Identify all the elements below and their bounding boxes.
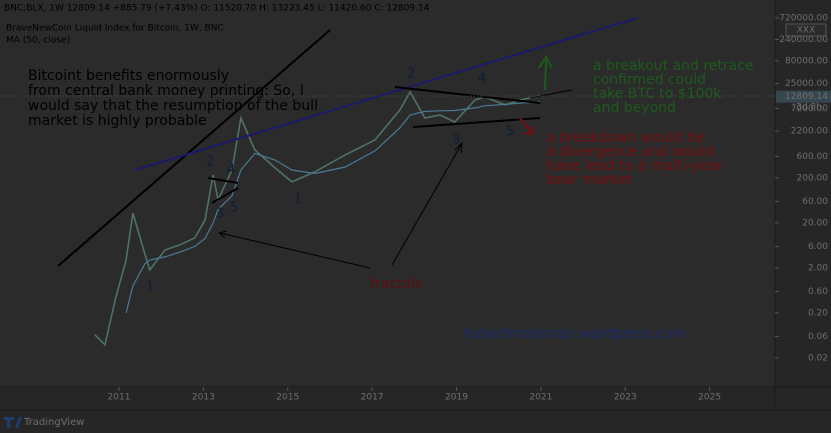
x-tick-label: 2021 <box>529 393 552 403</box>
annotation: a breakout and retrace <box>593 58 754 74</box>
trendline <box>57 29 331 267</box>
wave-label: 1 <box>146 280 154 295</box>
wave-label: 5 <box>230 201 238 216</box>
x-tick-label: 2017 <box>361 393 384 403</box>
arrow-up <box>544 59 547 91</box>
pointer-head <box>454 141 463 154</box>
y-tick-label: 20.00 <box>802 218 828 228</box>
wave-label: 4 <box>478 72 486 87</box>
annotation: market is highly probable <box>28 113 207 129</box>
price-line <box>94 90 541 347</box>
badge: XXX <box>797 26 816 36</box>
ma-line <box>125 101 541 314</box>
wave-label: 3 <box>452 133 460 148</box>
x-tick-label: 2013 <box>192 393 215 403</box>
arrow-down <box>519 117 532 133</box>
y-tick-label: 25000.00 <box>785 79 828 89</box>
annotation: bear market <box>546 172 632 188</box>
y-tick-label: 60.00 <box>802 197 828 207</box>
annotation: Bitcoint benefits enormously <box>28 68 229 84</box>
x-tick-label: 2011 <box>108 393 131 403</box>
logo <box>4 417 22 428</box>
watermark: TradingView <box>23 417 84 428</box>
badge-box <box>785 23 827 37</box>
triangle-line <box>207 177 239 184</box>
triangle-line <box>211 187 239 204</box>
last-price-box <box>776 90 831 103</box>
chart-title: BraveNewCoin Liquid Index for Bitcoin, 1… <box>6 24 224 34</box>
y-tick-label: 80000.00 <box>785 56 828 66</box>
countdown-box <box>792 101 826 112</box>
y-tick-label: 240000.00 <box>779 35 828 45</box>
triangle-line <box>394 86 541 104</box>
annotation: take BTC to $100k <box>593 86 722 102</box>
y-tick-label: 0.02 <box>808 353 828 363</box>
x-tick-label: 2023 <box>614 393 637 403</box>
trendline <box>134 17 638 171</box>
x-tick-label: 2019 <box>445 393 468 403</box>
annotation: fractals <box>370 276 422 292</box>
y-tick-label: 200.00 <box>797 173 829 183</box>
annotation: and beyond <box>593 100 676 116</box>
annotation: confirmed could <box>593 72 706 88</box>
x-tick-label: 2015 <box>276 393 299 403</box>
pointer-arrow <box>219 232 371 269</box>
wave-label: 1 <box>294 193 302 208</box>
pointer-arrow <box>391 144 462 266</box>
last-price-label: 12809.14 <box>785 92 828 102</box>
wave-label: 2 <box>407 67 415 82</box>
y-tick-label: 0.06 <box>808 332 828 342</box>
annotation: hubertmoolman.wordpress.com <box>463 326 686 342</box>
symbol-line: BNC:BLX, 1W 12809.14 +885.79 (+7.43%) O:… <box>4 4 430 14</box>
arrow-down-head <box>523 125 534 136</box>
triangle-line <box>412 117 541 128</box>
wave-label: 2 <box>206 155 214 170</box>
arrow-up-head <box>538 55 553 69</box>
pointer-head <box>217 230 228 239</box>
y-tick-label: 720000.00 <box>779 13 828 23</box>
wave-label: 4 <box>227 163 235 178</box>
indicator-label: MA (50, close) <box>6 36 70 46</box>
y-tick-label: 2200.00 <box>791 127 828 137</box>
x-tick-label: 2025 <box>698 393 721 403</box>
y-tick-label: 600.00 <box>797 152 829 162</box>
y-tick-label: 7000.00 <box>791 104 828 114</box>
annotation: would say that the resumption of the bul… <box>28 98 318 114</box>
countdown: 3d 8h <box>796 103 822 113</box>
annotation: a divergence and would <box>546 144 714 160</box>
plot-area <box>0 0 775 387</box>
y-tick-label: 2.00 <box>808 263 828 273</box>
y-tick-label: 6.00 <box>808 242 828 252</box>
wave-label: 5 <box>506 125 514 140</box>
breakout-line <box>529 89 573 99</box>
annotation: a breakdown would be <box>546 130 705 146</box>
y-tick-label: 0.60 <box>808 287 828 297</box>
annotation: from central bank money printing: So, I <box>28 83 304 99</box>
y-tick-label: 0.20 <box>808 308 828 318</box>
wave-label: 3 <box>216 207 224 222</box>
annotation: have lead to a multi-year <box>546 158 723 174</box>
